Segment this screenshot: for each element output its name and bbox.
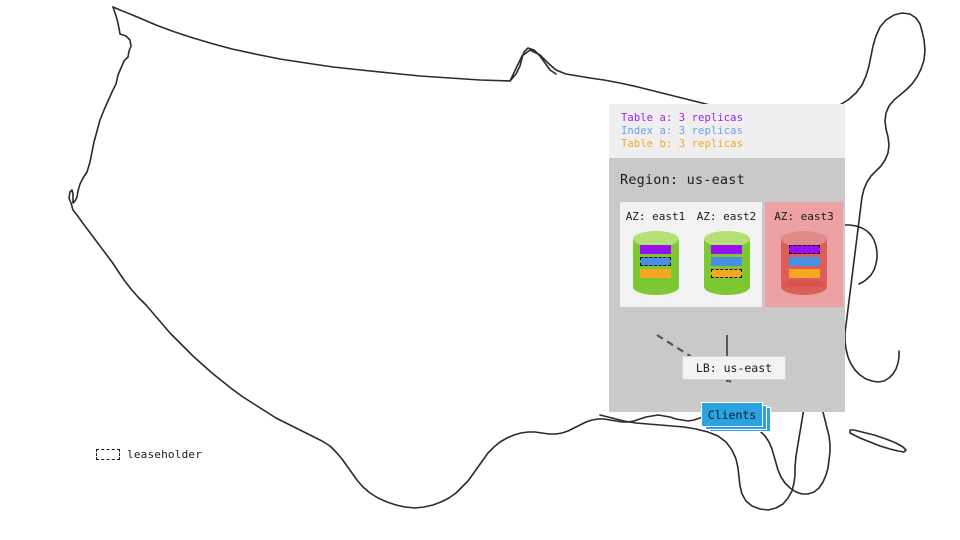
az-east3-range-index-a xyxy=(788,257,820,266)
az-east1[interactable]: AZ: east1 xyxy=(620,202,691,307)
region-title: Region: us-east xyxy=(620,172,745,188)
az-east2-range-index-a xyxy=(711,257,742,266)
az-east3-node-icon xyxy=(781,231,827,295)
us-east-deployment-panel: Table a: 3 replicas Index a: 3 replicas … xyxy=(609,104,845,432)
az-east3-range-table-b xyxy=(788,269,820,278)
leaseholder-legend-label: leaseholder xyxy=(127,448,203,461)
az-east1-range-index-a xyxy=(640,257,671,266)
az-east2-node-icon xyxy=(703,231,750,295)
az-east3-title: AZ: east3 xyxy=(774,210,834,223)
gulf-coast-outline xyxy=(599,414,796,511)
leaseholder-legend: leaseholder xyxy=(96,448,202,461)
clients-stack[interactable]: Clients xyxy=(701,402,773,432)
clients-label: Clients xyxy=(707,407,757,422)
replica-legend: Table a: 3 replicas Index a: 3 replicas … xyxy=(609,104,845,158)
az-east1-range-table-a xyxy=(640,245,671,254)
load-balancer-box[interactable]: LB: us-east xyxy=(682,356,786,380)
load-balancer-label: LB: us-east xyxy=(695,361,773,375)
az-east2-range-table-b xyxy=(711,269,742,278)
replica-legend-entry-index-a: Index a: 3 replicas xyxy=(621,125,744,137)
az-east3-range-table-a xyxy=(788,245,820,254)
great-lakes-outline xyxy=(509,47,557,82)
region-container: Region: us-east AZ: east1 AZ: east2 xyxy=(609,158,845,432)
replica-legend-entry-table-b: Table b: 3 replicas xyxy=(621,138,744,150)
northeast-coast-outline xyxy=(844,30,926,383)
az-east2-title: AZ: east2 xyxy=(696,210,757,223)
az-east2[interactable]: AZ: east2 xyxy=(691,202,762,307)
az-east2-range-table-a xyxy=(711,245,742,254)
leaseholder-swatch-icon xyxy=(96,449,120,460)
az-east1-range-table-b xyxy=(640,269,671,278)
az-east3[interactable]: AZ: east3 xyxy=(765,202,843,307)
us-northern-border xyxy=(112,6,923,117)
replica-legend-entry-table-a: Table a: 3 replicas xyxy=(621,112,744,124)
az-east1-node-icon xyxy=(632,231,679,295)
clients-sheet-front: Clients xyxy=(701,402,763,427)
az-east1-title: AZ: east1 xyxy=(625,210,686,223)
long-island-outline xyxy=(849,429,907,453)
